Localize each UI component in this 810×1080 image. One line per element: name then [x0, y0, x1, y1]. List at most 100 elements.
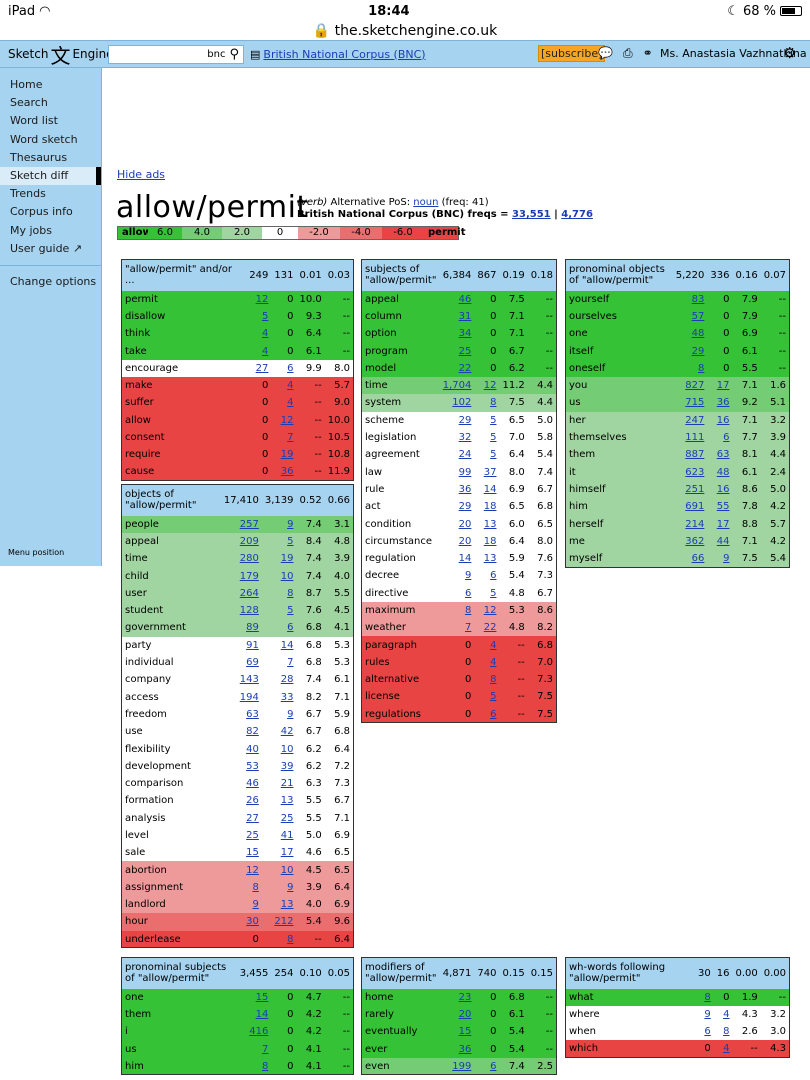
freq-link[interactable]: 15 — [458, 1026, 472, 1038]
collocate-word[interactable]: where — [569, 1008, 600, 1020]
collocate-word[interactable]: government — [125, 622, 186, 634]
freq-link[interactable]: 16 — [716, 483, 730, 495]
freq-link[interactable]: 53 — [246, 760, 259, 772]
freq2-link[interactable]: 4,776 — [561, 209, 593, 220]
collocate-word[interactable]: yourself — [569, 293, 610, 305]
freq-link[interactable]: 6 — [490, 1060, 497, 1072]
menu-position-link[interactable]: Menu position — [8, 548, 65, 557]
collocate-word[interactable]: people — [125, 518, 159, 530]
collocate-word[interactable]: me — [569, 535, 585, 547]
collocate-word[interactable]: column — [365, 310, 402, 322]
address-bar[interactable]: 🔒 the.sketchengine.co.uk — [0, 22, 810, 40]
freq-link[interactable]: 6 — [465, 587, 472, 599]
collocate-word[interactable]: require — [125, 449, 161, 461]
freq-link[interactable]: 8 — [287, 587, 294, 599]
freq-link[interactable]: 91 — [246, 639, 259, 651]
collocate-word[interactable]: landlord — [125, 899, 166, 911]
search-icon[interactable]: ⚲ — [229, 46, 239, 62]
collocate-word[interactable]: scheme — [365, 414, 405, 426]
freq-link[interactable]: 21 — [280, 778, 294, 790]
collocate-word[interactable]: myself — [569, 552, 603, 564]
freq-link[interactable]: 13 — [483, 518, 497, 530]
freq-link[interactable]: 8 — [704, 991, 711, 1003]
freq-link[interactable]: 19 — [280, 553, 294, 565]
freq-link[interactable]: 4 — [490, 656, 497, 668]
collocate-word[interactable]: student — [125, 605, 164, 617]
corpus-selector[interactable]: ▤ British National Corpus (BNC) — [250, 48, 426, 61]
collocate-word[interactable]: maximum — [365, 604, 416, 616]
freq-link[interactable]: 4 — [287, 397, 294, 409]
freq-link[interactable]: 194 — [239, 691, 259, 703]
freq-link[interactable]: 623 — [685, 466, 705, 478]
collocate-word[interactable]: underlease — [125, 933, 181, 945]
freq-link[interactable]: 36 — [716, 397, 730, 409]
chat-icon[interactable]: 💬 — [598, 46, 613, 60]
freq-link[interactable]: 57 — [691, 310, 705, 322]
freq-link[interactable]: 14 — [255, 1008, 269, 1020]
freq-link[interactable]: 14 — [458, 553, 472, 565]
print-icon[interactable]: ⎙ — [622, 46, 633, 60]
collocate-word[interactable]: freedom — [125, 708, 167, 720]
sidebar-item-trends[interactable]: Trends — [10, 187, 46, 201]
freq-link[interactable]: 13 — [483, 553, 497, 565]
freq-link[interactable]: 212 — [274, 916, 294, 928]
freq-link[interactable]: 29 — [458, 501, 472, 513]
collocate-word[interactable]: access — [125, 691, 159, 703]
freq-link[interactable]: 46 — [246, 778, 259, 790]
sidebar-item-user-guide[interactable]: User guide ↗ — [0, 240, 101, 258]
freq-link[interactable]: 66 — [691, 552, 705, 564]
freq-link[interactable]: 214 — [685, 518, 705, 530]
collocate-word[interactable]: law — [365, 466, 383, 478]
freq-link[interactable]: 8 — [723, 1026, 730, 1038]
freq-link[interactable]: 280 — [239, 553, 259, 565]
collocate-word[interactable]: it — [569, 466, 576, 478]
collocate-word[interactable]: ever — [365, 1043, 388, 1055]
freq-link[interactable]: 6 — [287, 622, 294, 634]
freq-link[interactable]: 5 — [490, 691, 497, 703]
freq-link[interactable]: 10 — [280, 743, 294, 755]
collocate-word[interactable]: flexibility — [125, 743, 171, 755]
freq-link[interactable]: 5 — [490, 432, 497, 444]
freq-link[interactable]: 18 — [483, 501, 497, 513]
collocate-word[interactable]: allow — [125, 414, 151, 426]
freq-link[interactable]: 143 — [239, 674, 259, 686]
freq-link[interactable]: 416 — [249, 1026, 269, 1038]
freq-link[interactable]: 48 — [716, 466, 730, 478]
subscribe-button[interactable]: [subscribe] — [538, 45, 606, 62]
freq-link[interactable]: 102 — [452, 397, 472, 409]
collocate-word[interactable]: time — [365, 380, 388, 392]
freq-link[interactable]: 29 — [458, 414, 472, 426]
freq-link[interactable]: 15 — [246, 847, 259, 859]
freq-link[interactable]: 20 — [458, 1008, 472, 1020]
freq-link[interactable]: 46 — [458, 293, 472, 305]
collocate-word[interactable]: company — [125, 674, 172, 686]
freq-link[interactable]: 128 — [239, 605, 259, 617]
freq-link[interactable]: 29 — [691, 345, 705, 357]
freq-link[interactable]: 9 — [704, 1008, 711, 1020]
collocate-word[interactable]: them — [125, 1008, 152, 1020]
freq-link[interactable]: 4 — [490, 639, 497, 651]
collocate-word[interactable]: option — [365, 328, 397, 340]
freq-link[interactable]: 6 — [490, 570, 497, 582]
collocate-word[interactable]: development — [125, 760, 191, 772]
collocate-word[interactable]: take — [125, 345, 147, 357]
freq-link[interactable]: 257 — [239, 518, 259, 530]
sidebar-item-thesaurus[interactable]: Thesaurus — [10, 150, 68, 164]
collocate-word[interactable]: herself — [569, 518, 604, 530]
collocate-word[interactable]: party — [125, 639, 152, 651]
gear-icon[interactable]: ⚙ — [783, 44, 797, 62]
collocate-word[interactable]: when — [569, 1026, 597, 1038]
freq-link[interactable]: 25 — [246, 829, 259, 841]
collocate-word[interactable]: regulations — [365, 708, 422, 720]
freq-link[interactable]: 887 — [685, 449, 705, 461]
collocate-word[interactable]: rules — [365, 656, 390, 668]
freq-link[interactable]: 12 — [483, 380, 497, 392]
freq-link[interactable]: 22 — [458, 362, 472, 374]
collocate-word[interactable]: themselves — [569, 432, 627, 444]
freq-link[interactable]: 362 — [685, 535, 705, 547]
freq-link[interactable]: 20 — [458, 535, 472, 547]
freq-link[interactable]: 9 — [723, 552, 730, 564]
collocate-word[interactable]: system — [365, 397, 402, 409]
freq-link[interactable]: 13 — [280, 899, 294, 911]
collocate-word[interactable]: program — [365, 345, 408, 357]
